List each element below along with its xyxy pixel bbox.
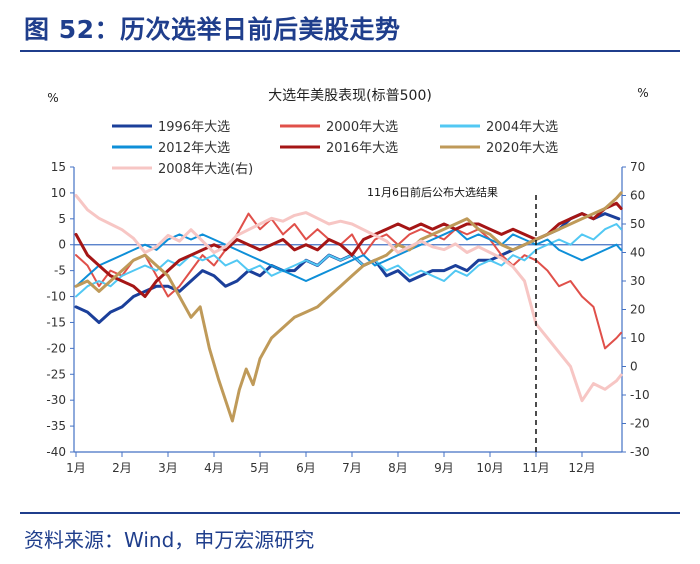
- legend-label: 2016年大选: [326, 141, 398, 156]
- legend-label: 2012年大选: [158, 141, 230, 156]
- x-tick-label: 3月: [158, 461, 178, 475]
- axes: 151050-5-10-15-20-25-30-35-4070605040302…: [46, 160, 649, 475]
- legend-label: 2000年大选: [326, 120, 398, 135]
- left-tick-label: 15: [51, 160, 66, 174]
- left-tick-label: -30: [46, 393, 66, 407]
- annotation-group: 11月6日前后公布大选结果: [367, 185, 537, 452]
- right-tick-label: 10: [630, 331, 645, 345]
- election-annotation: 11月6日前后公布大选结果: [367, 185, 498, 199]
- x-tick-label: 7月: [342, 461, 362, 475]
- x-tick-label: 2月: [112, 461, 132, 475]
- x-tick-label: 10月: [476, 461, 503, 475]
- right-axis-unit: %: [637, 86, 648, 100]
- x-tick-label: 5月: [250, 461, 270, 475]
- left-tick-label: -25: [46, 367, 66, 381]
- chart-title: 大选年美股表现(标普500): [268, 88, 432, 104]
- right-tick-label: -30: [630, 445, 650, 459]
- right-tick-label: 50: [630, 217, 645, 231]
- x-tick-label: 9月: [434, 461, 454, 475]
- figure-title: 图 52：历次选举日前后美股走势: [24, 15, 401, 44]
- left-tick-label: -5: [54, 264, 66, 278]
- source-note: 资料来源：Wind，申万宏源研究: [24, 528, 315, 552]
- x-tick-label: 12月: [568, 461, 595, 475]
- left-tick-label: 10: [51, 186, 66, 200]
- left-tick-label: 5: [58, 212, 66, 226]
- legend-label: 1996年大选: [158, 120, 230, 135]
- right-tick-label: 40: [630, 246, 645, 260]
- x-tick-label: 4月: [204, 461, 224, 475]
- left-tick-label: 0: [58, 238, 66, 252]
- right-tick-label: 70: [630, 160, 645, 174]
- legend-label: 2004年大选: [486, 120, 558, 135]
- left-tick-label: -10: [46, 290, 66, 304]
- series-line: [74, 191, 623, 423]
- right-tick-label: -20: [630, 417, 650, 431]
- right-tick-label: 0: [630, 360, 638, 374]
- left-axis-unit: %: [47, 91, 58, 105]
- x-tick-label: 1月: [66, 461, 86, 475]
- legend: 1996年大选 2000年大选 2004年大选 2012年大选 2016年大选 2020年…: [112, 120, 558, 177]
- title-rule: [20, 50, 680, 52]
- x-tick-label: 8月: [388, 461, 408, 475]
- left-tick-label: -15: [46, 315, 66, 329]
- x-tick-label: 11月: [522, 461, 549, 475]
- left-tick-label: -40: [46, 445, 66, 459]
- right-tick-label: 20: [630, 303, 645, 317]
- right-tick-label: 60: [630, 189, 645, 203]
- legend-label: 2008年大选(右): [158, 162, 253, 177]
- series-line: [74, 194, 623, 403]
- right-tick-label: 30: [630, 274, 645, 288]
- right-tick-label: -10: [630, 388, 650, 402]
- footer-rule: [20, 512, 680, 514]
- left-tick-label: -20: [46, 341, 66, 355]
- series-lines: [74, 191, 623, 423]
- legend-label: 2020年大选: [486, 141, 558, 156]
- x-tick-label: 6月: [296, 461, 316, 475]
- left-tick-label: -35: [46, 419, 66, 433]
